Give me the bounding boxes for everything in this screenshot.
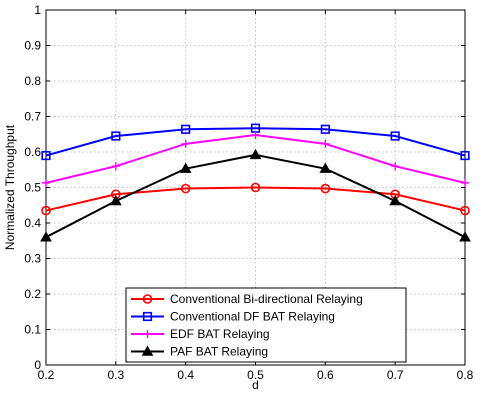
y-tick-label: 0.7	[24, 110, 41, 124]
data-point	[319, 162, 332, 173]
data-point	[390, 131, 400, 141]
y-tick-label: 0.1	[24, 323, 41, 337]
y-tick-label: 0.2	[24, 287, 41, 301]
data-point	[321, 139, 330, 148]
y-tick-label: 1	[34, 3, 41, 17]
series-1	[41, 123, 470, 161]
legend-swatch-marker	[142, 311, 153, 322]
data-point	[180, 183, 191, 194]
x-tick-label: 0.6	[317, 368, 334, 382]
axis-ticks: 0.2 0.3 0.4 0.5 0.6 0.7 0.8 0 0.1 0.2 0.3 0.4 0.5 0.6…	[24, 3, 473, 382]
y-tick-label: 0.8	[24, 74, 41, 88]
data-point	[460, 150, 470, 161]
x-tick-label: 0.8	[457, 368, 474, 382]
legend: Conventional Bi-directional Relaying Conv…	[125, 287, 407, 363]
data-point	[111, 162, 120, 171]
data-point	[111, 131, 121, 141]
legend-box	[125, 287, 407, 363]
y-tick-label: 0.3	[24, 252, 41, 266]
x-tick-label: 0.3	[107, 368, 124, 382]
legend-swatch-marker	[141, 345, 154, 356]
data-point	[109, 194, 122, 206]
legend-label: PAF BAT Relaying	[170, 345, 268, 359]
legend-label: Conventional DF BAT Relaying	[170, 310, 335, 324]
legend-swatch-marker	[143, 330, 152, 338]
data-point	[41, 150, 51, 161]
data-point	[251, 130, 260, 139]
data-point	[179, 162, 192, 173]
x-tick-label: 0.7	[387, 368, 404, 382]
data-point	[459, 231, 471, 242]
y-tick-label: 0	[34, 358, 41, 372]
data-point	[42, 178, 50, 187]
x-tick-label: 0.2	[38, 368, 55, 382]
data-point	[41, 205, 51, 216]
y-tick-label: 0.5	[24, 181, 41, 195]
series-3	[40, 148, 471, 242]
data-point	[40, 231, 52, 242]
legend-entry: Conventional Bi-directional Relaying	[131, 292, 363, 306]
series-0	[41, 182, 470, 216]
legend-entry: Conventional DF BAT Relaying	[131, 310, 335, 324]
data-point	[249, 148, 262, 160]
series-2	[42, 130, 469, 187]
x-tick-label: 0.5	[247, 368, 264, 382]
data-point	[320, 183, 331, 194]
y-tick-label: 0.9	[24, 39, 41, 53]
series-group	[40, 123, 471, 242]
x-axis-label: d	[252, 378, 259, 392]
legend-entry: EDF BAT Relaying	[131, 327, 270, 341]
legend-label: EDF BAT Relaying	[170, 327, 270, 341]
legend-label: Conventional Bi-directional Relaying	[170, 292, 363, 306]
y-tick-label: 0.6	[24, 145, 41, 159]
data-point	[460, 205, 470, 216]
legend-entry: PAF BAT Relaying	[131, 345, 268, 359]
series-line	[45, 186, 466, 212]
data-point	[461, 178, 469, 187]
data-point	[181, 124, 191, 134]
data-point	[389, 194, 402, 206]
y-tick-label: 0.4	[24, 216, 41, 230]
x-tick-label: 0.4	[177, 368, 194, 382]
y-axis-label: Normalized Throughput	[3, 124, 17, 250]
data-point	[250, 182, 261, 193]
legend-swatch-marker	[142, 294, 153, 304]
series-line	[45, 127, 466, 157]
data-point	[181, 139, 190, 148]
data-point	[320, 124, 330, 134]
data-point	[391, 162, 400, 171]
